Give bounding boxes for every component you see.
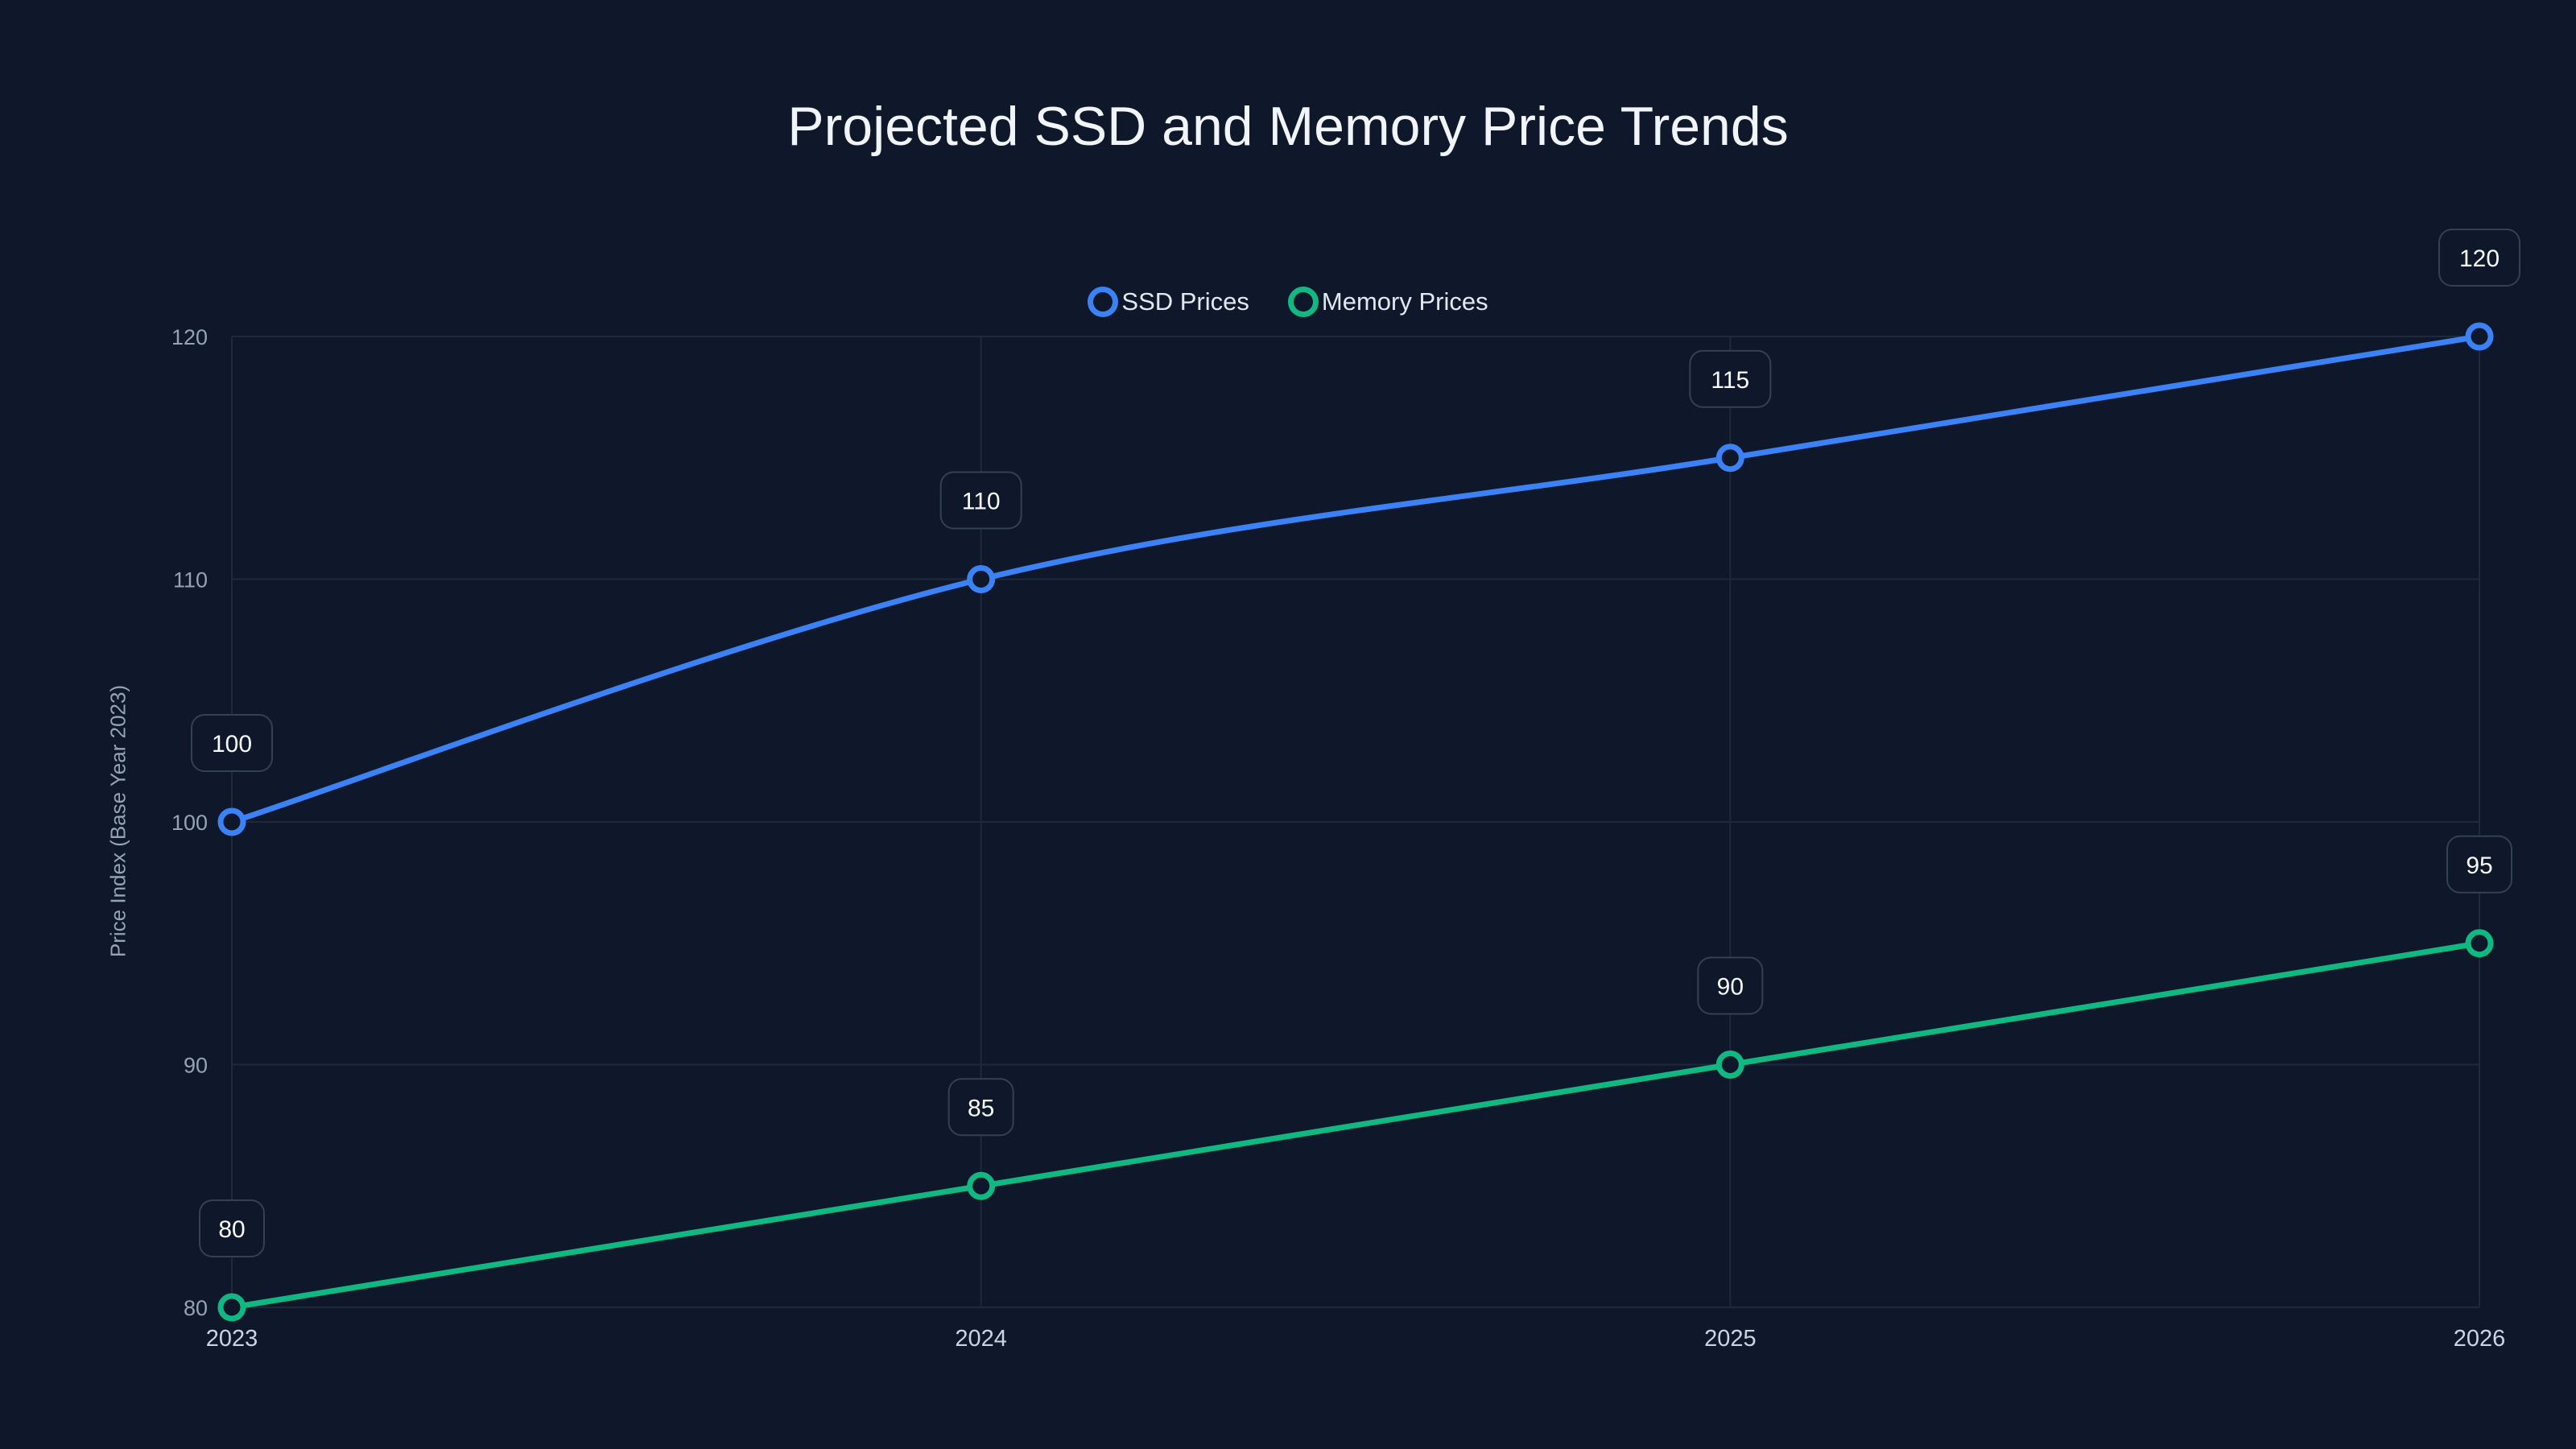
data-label: 95 — [2466, 852, 2492, 879]
series-line-memory-prices — [231, 940, 2480, 1311]
data-label: 90 — [1717, 974, 1744, 1001]
y-tick-label: 80 — [184, 1296, 208, 1320]
ssd-swatch-icon — [1088, 287, 1119, 317]
data-label: 110 — [962, 489, 1001, 515]
data-label-box — [939, 471, 1022, 530]
data-label-box — [191, 714, 273, 772]
data-label: 100 — [212, 731, 252, 758]
y-tick-label: 90 — [184, 1054, 208, 1078]
legend-label: Memory Prices — [1321, 287, 1488, 316]
data-point — [217, 807, 246, 836]
data-point — [2465, 322, 2494, 351]
data-point — [2465, 929, 2494, 958]
legend-item-ssd[interactable]: SSD Prices — [1088, 287, 1249, 317]
data-label-box — [2446, 835, 2512, 894]
x-tick-label: 2023 — [206, 1326, 258, 1352]
data-point — [1715, 444, 1744, 473]
data-point — [217, 1293, 246, 1322]
data-label: 115 — [1711, 367, 1749, 394]
y-tick-label: 100 — [171, 811, 208, 835]
x-tick-label: 2026 — [2454, 1326, 2506, 1352]
data-label-box — [947, 1078, 1014, 1137]
legend-label: SSD Prices — [1121, 287, 1249, 316]
x-tick-label: 2024 — [955, 1326, 1007, 1352]
series-line-ssd-prices — [230, 333, 2480, 825]
x-tick-label: 2025 — [1704, 1326, 1757, 1352]
data-point — [967, 565, 996, 593]
legend-item-memory[interactable]: Memory Prices — [1287, 287, 1488, 317]
data-point — [967, 1171, 996, 1200]
data-label: 85 — [968, 1095, 994, 1121]
data-label-box — [199, 1199, 265, 1257]
memory-swatch-icon — [1287, 287, 1319, 317]
data-point — [1715, 1051, 1744, 1079]
y-tick-label: 110 — [173, 568, 208, 592]
data-label: 80 — [218, 1216, 245, 1243]
data-label-box — [1689, 349, 1772, 408]
y-tick-label: 120 — [171, 325, 208, 349]
data-label-box — [2438, 229, 2520, 287]
data-label-box — [1697, 956, 1764, 1015]
data-label: 120 — [2459, 246, 2500, 272]
chart-title: Projected SSD and Memory Price Trends — [787, 96, 1789, 157]
legend: SSD Prices Memory Prices — [0, 287, 2576, 317]
